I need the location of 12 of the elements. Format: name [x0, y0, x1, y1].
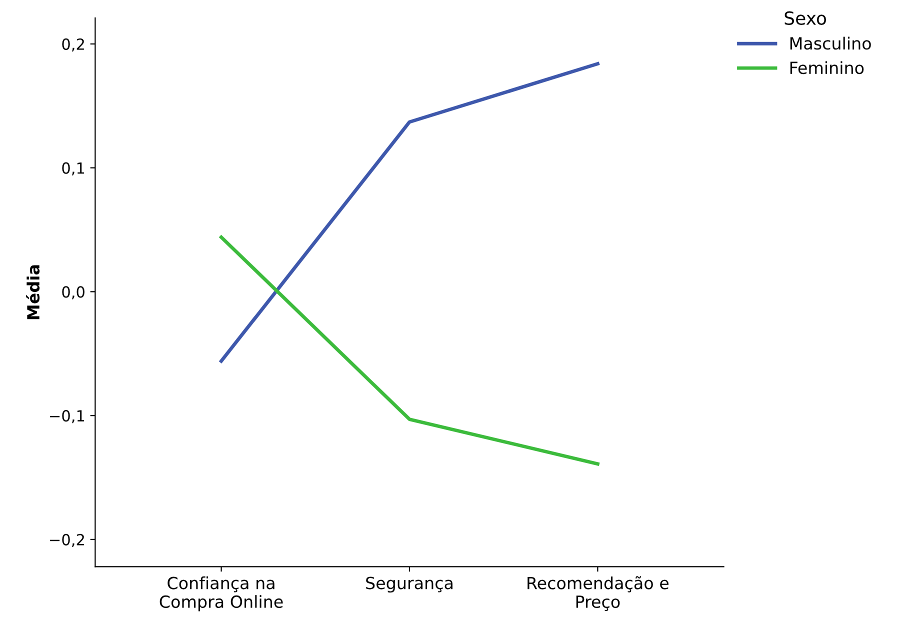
y-tick-label: 0,2 [62, 38, 84, 52]
legend-label: Masculino [790, 36, 871, 50]
y-tick-label: 0,1 [62, 162, 84, 176]
legend-label: Feminino [790, 61, 864, 74]
y-tick-label: −0,2 [50, 534, 84, 548]
legend-title: Sexo [784, 11, 826, 25]
y-axis-title: Média [26, 265, 40, 320]
x-tick-label: Segurança [366, 576, 452, 593]
x-tick-label: Confiança na Compra Online [160, 576, 283, 612]
x-tick-label: Recomendação e Preço [528, 576, 669, 611]
y-tick-label: −0,1 [50, 410, 84, 424]
y-tick-label: 0,0 [62, 286, 84, 300]
